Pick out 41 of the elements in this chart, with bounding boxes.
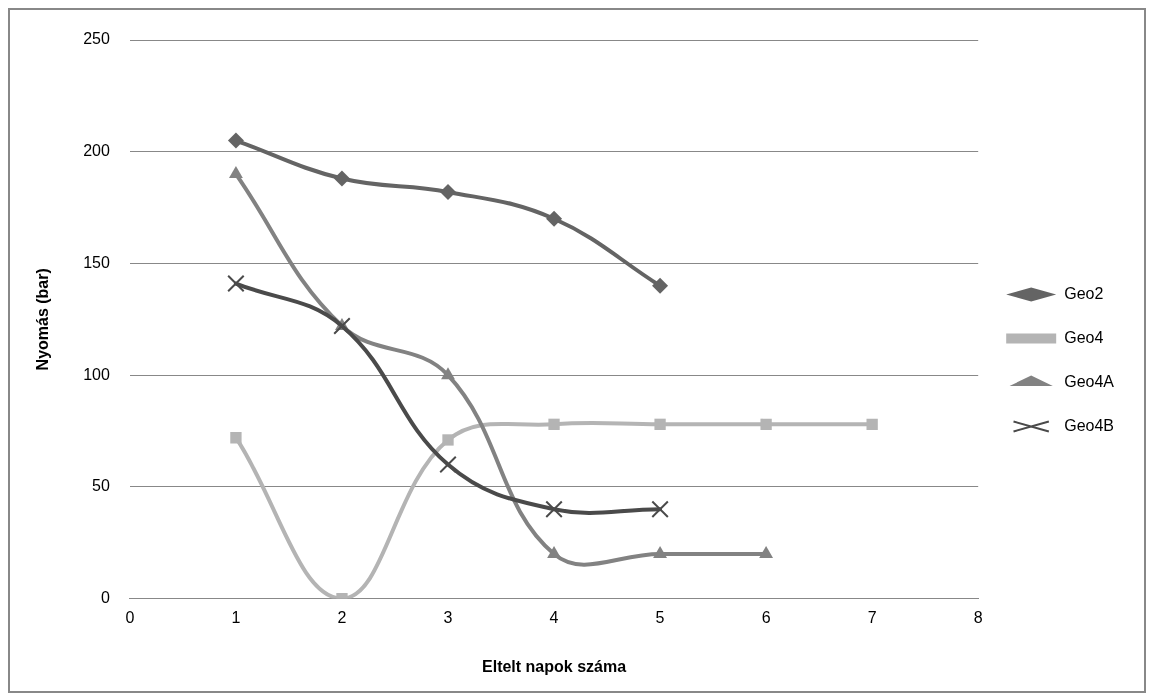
y-tick-label: 150 [83,253,110,271]
x-tick-label: 7 [867,608,877,626]
point [227,274,245,293]
y-tick-label: 0 [100,589,110,607]
point [545,500,563,518]
legend-label: Geo4B [1064,416,1114,434]
y-axis-title: Nyomás (bar) [34,268,52,371]
point [654,418,666,430]
point [442,434,454,446]
y-tick-label: 100 [83,365,110,383]
legend-label: Geo4 [1064,328,1104,346]
x-axis-title: Eltelt napok száma [482,657,627,675]
y-tick-label: 250 [83,30,110,48]
point [651,500,669,518]
point [230,432,242,444]
point [440,183,457,200]
legend-label: Geo2 [1064,284,1104,302]
point [333,170,350,187]
point [652,277,669,294]
x-tick-label: 4 [549,608,559,626]
point [653,545,668,558]
x-tick-label: 3 [443,608,453,626]
x-tick-label: 6 [761,608,771,626]
point [548,418,560,430]
point [760,418,772,430]
x-tick-label: 1 [231,608,241,626]
point [441,367,455,380]
x-tick-label: 5 [655,608,665,626]
point [547,545,561,558]
point [546,210,563,227]
point [866,418,878,430]
point [333,317,351,335]
x-tick-label: 2 [337,608,347,626]
y-tick-label: 200 [83,142,110,160]
point [227,132,244,149]
point [229,166,243,179]
x-tick-label: 0 [125,608,135,626]
x-tick-label: 8 [973,608,983,626]
point [759,545,774,558]
legend-label: Geo4A [1064,372,1115,390]
y-tick-label: 50 [92,477,110,495]
